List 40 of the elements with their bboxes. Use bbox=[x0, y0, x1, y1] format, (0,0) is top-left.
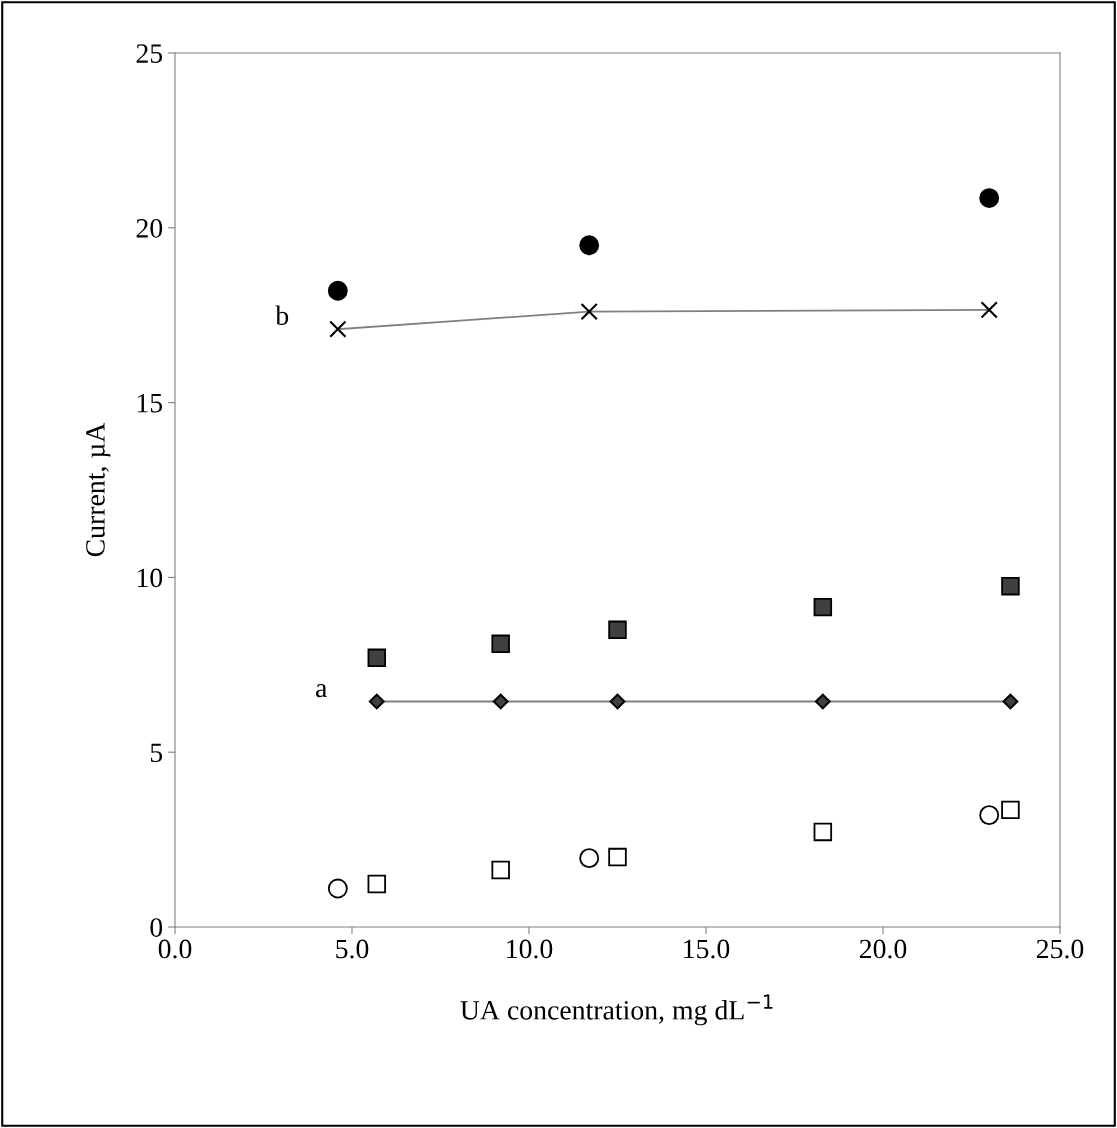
annotation: a bbox=[316, 684, 328, 698]
point bbox=[491, 634, 510, 654]
point bbox=[1001, 800, 1020, 820]
x-tick-label: 5.0 bbox=[336, 939, 369, 959]
point bbox=[580, 303, 598, 321]
point bbox=[327, 280, 348, 301]
point bbox=[813, 597, 833, 617]
annotation: b bbox=[275, 305, 289, 326]
point bbox=[491, 860, 510, 880]
point bbox=[579, 235, 600, 256]
point bbox=[1001, 576, 1020, 596]
point bbox=[492, 693, 509, 710]
point bbox=[367, 874, 387, 894]
y-tick-label: 0 bbox=[150, 918, 163, 937]
point bbox=[368, 693, 385, 710]
point bbox=[579, 848, 600, 869]
y-tick-label: 10 bbox=[137, 568, 163, 588]
y-tick-label: 25 bbox=[136, 44, 163, 63]
x-tick-label: 15.0 bbox=[684, 939, 730, 959]
x-tick-label: 0.0 bbox=[158, 939, 192, 959]
point bbox=[1002, 693, 1019, 710]
point bbox=[814, 693, 831, 710]
point bbox=[329, 320, 347, 338]
point bbox=[980, 301, 998, 319]
point bbox=[813, 822, 833, 842]
point bbox=[609, 693, 626, 710]
point bbox=[608, 620, 627, 640]
point bbox=[608, 847, 627, 867]
y-tick-label: 20 bbox=[136, 218, 163, 238]
y-axis-title: Current, µA bbox=[86, 422, 111, 557]
x-axis-title: UA concentration, mg dL$^{−1}$ bbox=[460, 994, 773, 1026]
point bbox=[327, 878, 348, 899]
y-tick-label: 15 bbox=[137, 393, 163, 413]
x-tick-label: 10.0 bbox=[507, 939, 553, 959]
point bbox=[979, 188, 1000, 209]
x-tick-label: 20.0 bbox=[859, 939, 907, 959]
point bbox=[979, 805, 1000, 826]
y-tick-label: 5 bbox=[150, 743, 163, 763]
point bbox=[367, 648, 387, 668]
x-tick-label: 25.0 bbox=[1036, 939, 1084, 959]
